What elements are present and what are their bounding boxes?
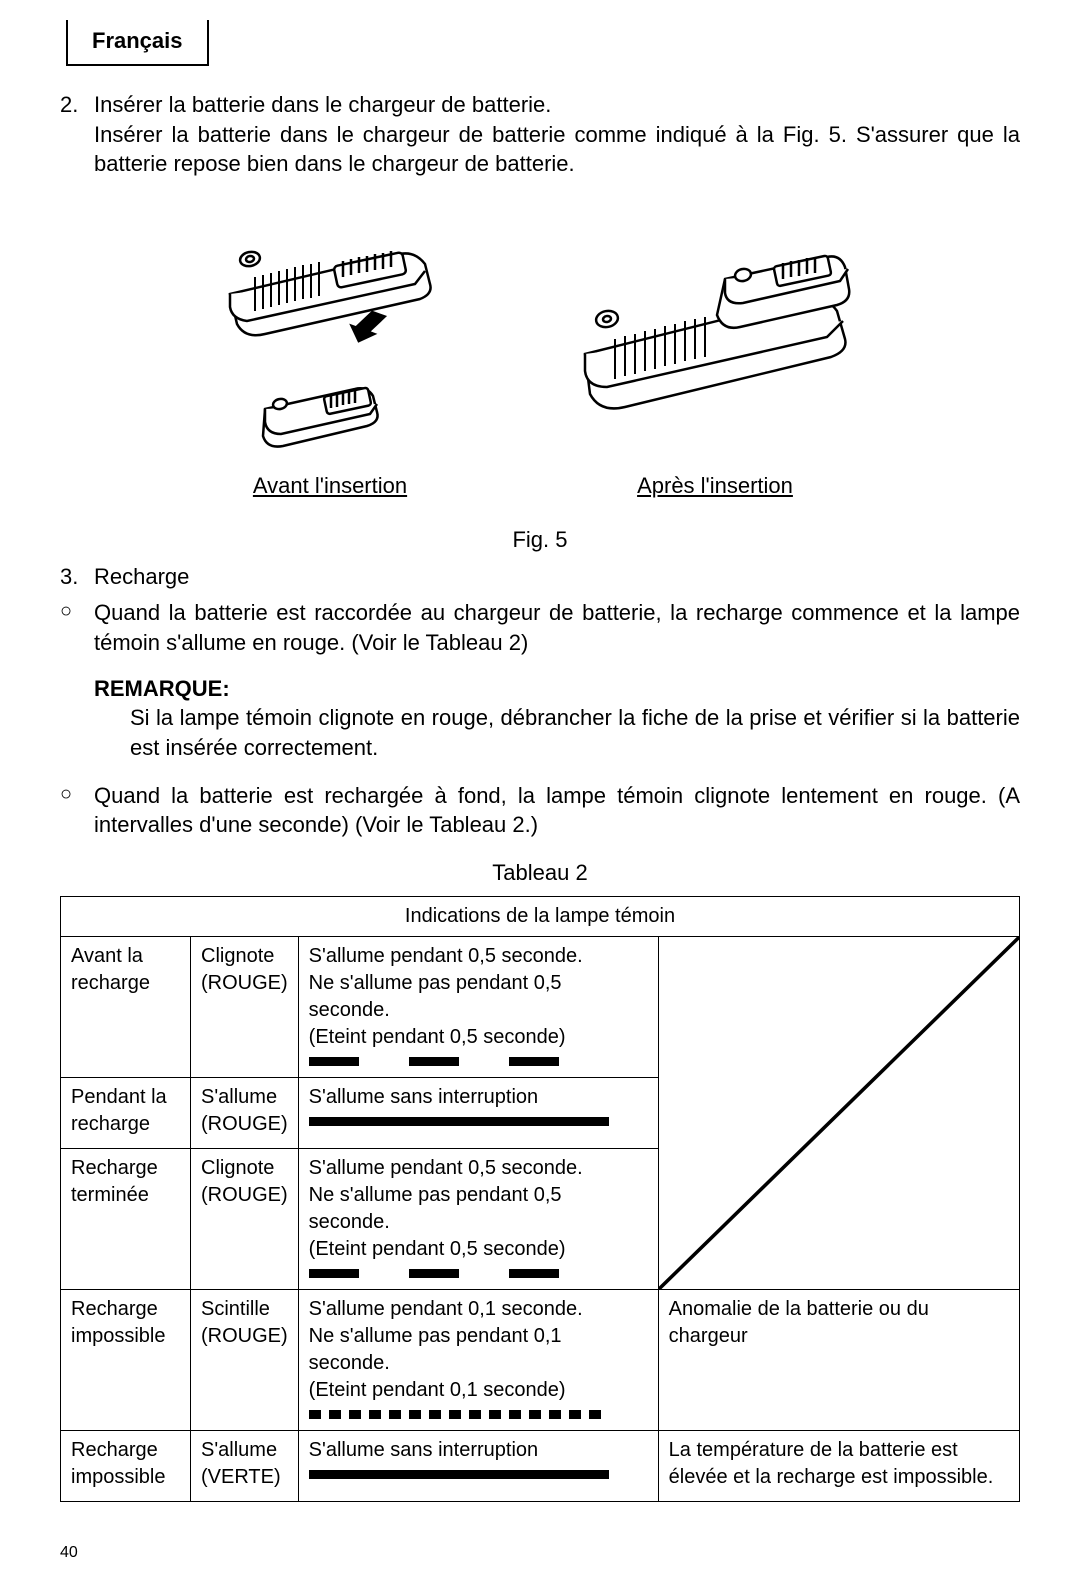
table-row: Recharge impossible Scintille (ROUGE) S'… [61,1289,1020,1430]
bullet-2: ○ Quand la batterie est rechargée à fond… [60,781,1020,840]
figure-after: Après l'insertion [565,199,865,501]
mode-cell: S'allume (VERTE) [191,1430,299,1501]
desc-cell: S'allume pendant 0,5 seconde.Ne s'allume… [298,936,658,1077]
manual-page: Français 2. Insérer la batterie dans le … [0,0,1080,1593]
table-title: Tableau 2 [60,858,1020,888]
step-body: Insérer la batterie dans le chargeur de … [94,122,1020,177]
desc-cell: S'allume pendant 0,1 seconde.Ne s'allume… [298,1289,658,1430]
remark-body: Si la lampe témoin clignote en rouge, dé… [130,703,1020,762]
solid-pattern [309,1470,648,1480]
table-row: Recharge impossible S'allume (VERTE) S'a… [61,1430,1020,1501]
charger-after-icon [565,199,865,459]
state-cell: Avant la recharge [61,936,191,1077]
lamp-indicator-table: Indications de la lampe témoin Avant la … [60,896,1020,1502]
step-number: 2. [60,90,94,179]
step-3: 3. Recharge [60,562,1020,592]
bullet-text: Quand la batterie est rechargée à fond, … [94,781,1020,840]
mode-cell: Clignote (ROUGE) [191,1148,299,1289]
figure-caption-after: Après l'insertion [565,471,865,501]
step-title: Recharge [94,562,1020,592]
step-number: 3. [60,562,94,592]
page-number: 40 [60,1542,1020,1564]
solid-pattern [309,1117,648,1127]
figure-row: Avant l'insertion [60,199,1020,501]
desc-cell: S'allume sans interruption [298,1077,658,1148]
figure-caption-before: Avant l'insertion [215,471,445,501]
figure-before: Avant l'insertion [215,199,445,501]
mode-cell: Scintille (ROUGE) [191,1289,299,1430]
remark-label: REMARQUE: [94,674,1020,704]
desc-cell: S'allume pendant 0,5 seconde.Ne s'allume… [298,1148,658,1289]
state-cell: Recharge terminée [61,1148,191,1289]
table-header: Indications de la lampe témoin [61,896,1020,936]
blink-pattern [309,1269,648,1279]
figure-label: Fig. 5 [60,525,1020,555]
diagonal-cell [658,936,1019,1289]
note-cell: La température de la batterie est élevée… [658,1430,1019,1501]
mode-cell: Clignote (ROUGE) [191,936,299,1077]
flicker-pattern [309,1410,648,1420]
circle-bullet-icon: ○ [60,781,94,840]
bullet-text: Quand la batterie est raccordée au charg… [94,598,1020,657]
note-cell: Anomalie de la batterie ou du chargeur [658,1289,1019,1430]
state-cell: Recharge impossible [61,1289,191,1430]
step-title: Insérer la batterie dans le chargeur de … [94,92,551,117]
mode-cell: S'allume (ROUGE) [191,1077,299,1148]
blink-pattern [309,1057,648,1067]
charger-before-icon [215,199,445,459]
bullet-1: ○ Quand la batterie est raccordée au cha… [60,598,1020,657]
circle-bullet-icon: ○ [60,598,94,657]
language-tab: Français [66,20,209,66]
table-row: Avant la recharge Clignote (ROUGE) S'all… [61,936,1020,1077]
state-cell: Pendant la recharge [61,1077,191,1148]
state-cell: Recharge impossible [61,1430,191,1501]
desc-cell: S'allume sans interruption [298,1430,658,1501]
step-2: 2. Insérer la batterie dans le chargeur … [60,90,1020,179]
